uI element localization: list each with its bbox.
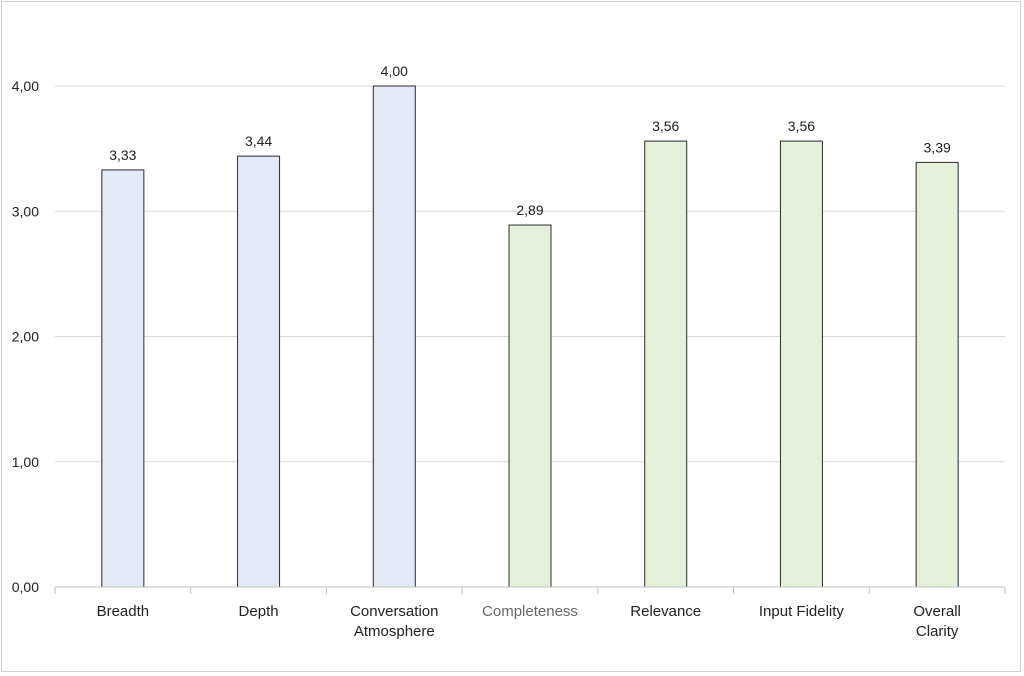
y-tick-label: 2,00 — [12, 329, 39, 345]
data-label: 3,44 — [245, 133, 272, 149]
category-label: Conversation Atmosphere — [350, 603, 438, 640]
data-label: 3,39 — [924, 139, 951, 155]
bar — [779, 140, 823, 588]
bar — [508, 224, 552, 588]
category-label-line: Clarity — [916, 623, 959, 640]
category-label: Depth — [239, 603, 279, 620]
data-label: 3,56 — [652, 118, 679, 134]
bar — [101, 169, 145, 588]
category-label-line: Breadth — [97, 603, 150, 620]
data-label: 3,33 — [109, 147, 136, 163]
category-label: Completeness — [482, 603, 578, 620]
data-label: 3,56 — [788, 118, 815, 134]
bars — [101, 85, 959, 588]
category-label-line: Overall — [913, 603, 961, 620]
category-label-line: Relevance — [630, 603, 701, 620]
category-label-line: Input Fidelity — [759, 603, 845, 620]
y-tick-label: 1,00 — [12, 454, 39, 470]
category-label: Input Fidelity — [759, 603, 845, 620]
bar — [644, 140, 688, 588]
x-axis — [54, 586, 1006, 594]
y-tick-label: 4,00 — [12, 78, 39, 94]
category-labels: Breadth Depth Conversation Atmosphere Comple… — [97, 603, 961, 640]
bar — [237, 155, 281, 588]
y-axis-tick-labels: 0,00 1,00 2,00 3,00 4,00 — [12, 78, 39, 595]
y-tick-label: 3,00 — [12, 203, 39, 219]
category-label-line: Completeness — [482, 603, 578, 620]
category-label-line: Conversation — [350, 603, 438, 620]
bar — [372, 85, 416, 588]
data-label: 4,00 — [381, 63, 408, 79]
category-label: Breadth — [97, 603, 150, 620]
y-tick-label: 0,00 — [12, 579, 39, 595]
data-labels: 3,33 3,44 4,00 2,89 3,56 3,56 3,39 — [109, 63, 951, 218]
bar — [915, 161, 959, 588]
category-label: Overall Clarity — [913, 603, 961, 640]
category-label-line: Atmosphere — [354, 623, 435, 640]
category-label-line: Depth — [239, 603, 279, 620]
category-label: Relevance — [630, 603, 701, 620]
data-label: 2,89 — [516, 202, 543, 218]
